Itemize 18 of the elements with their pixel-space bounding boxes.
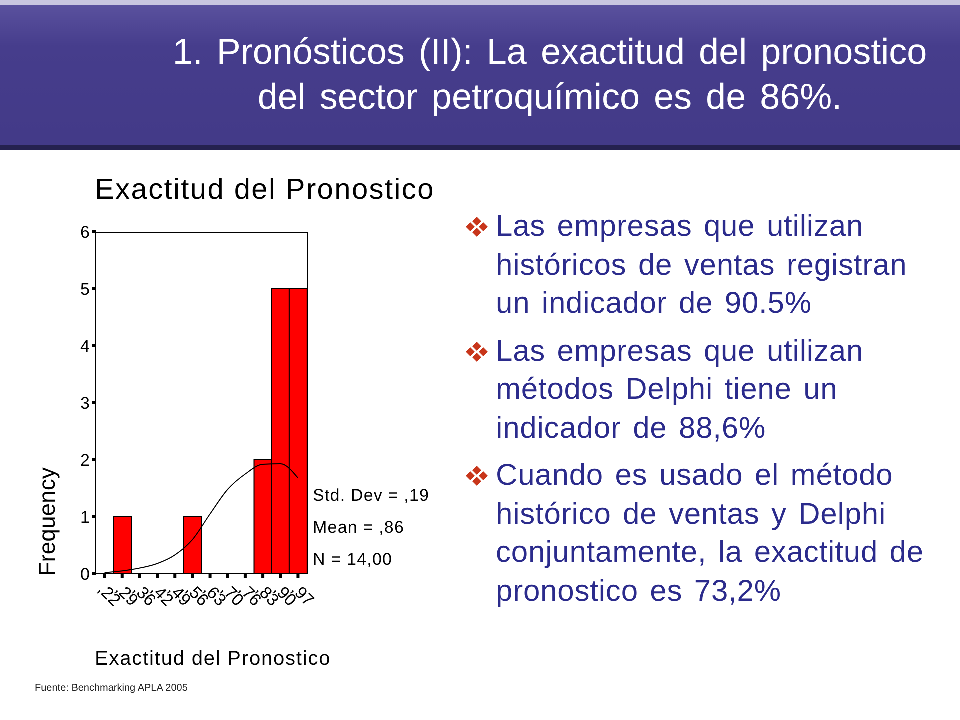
y-tick-label: 3 [80, 394, 90, 414]
y-axis-title: Frequency [34, 468, 60, 576]
y-tick-label: 4 [80, 337, 90, 356]
y-tick-label: 1 [80, 508, 90, 528]
y-tick-label: 0 [80, 565, 90, 584]
chart-subtitle: Exactitud del Pronostico [95, 173, 435, 207]
source-note: Fuente: Benchmarking APLA 2005 [35, 683, 188, 695]
y-tick-label: 6 [80, 223, 90, 242]
text: N = 14,00 [313, 550, 393, 570]
text: Std. Dev = ,19 [313, 486, 430, 506]
y-tick-label: 5 [80, 280, 90, 300]
text: Mean = ,86 [313, 518, 405, 538]
text: Las empresas que utilizan métodos Delphi tiene un indicador de 88,6% [496, 334, 865, 446]
y-tick-label: 2 [80, 451, 90, 470]
text: Cuando es usado el método histórico de ventas y Delphi conjuntamente, la exactitud de pronostico es 73,2% [496, 458, 925, 610]
x-axis-title: Exactitud del Pronostico [95, 647, 332, 671]
text: 1. Pronósticos (II): La exactitud del pronostico del sector petroquímico es de 86%. [172, 30, 928, 119]
text: Las empresas que utilizan históricos de ventas registran un indicador de 90.5% [496, 209, 908, 322]
